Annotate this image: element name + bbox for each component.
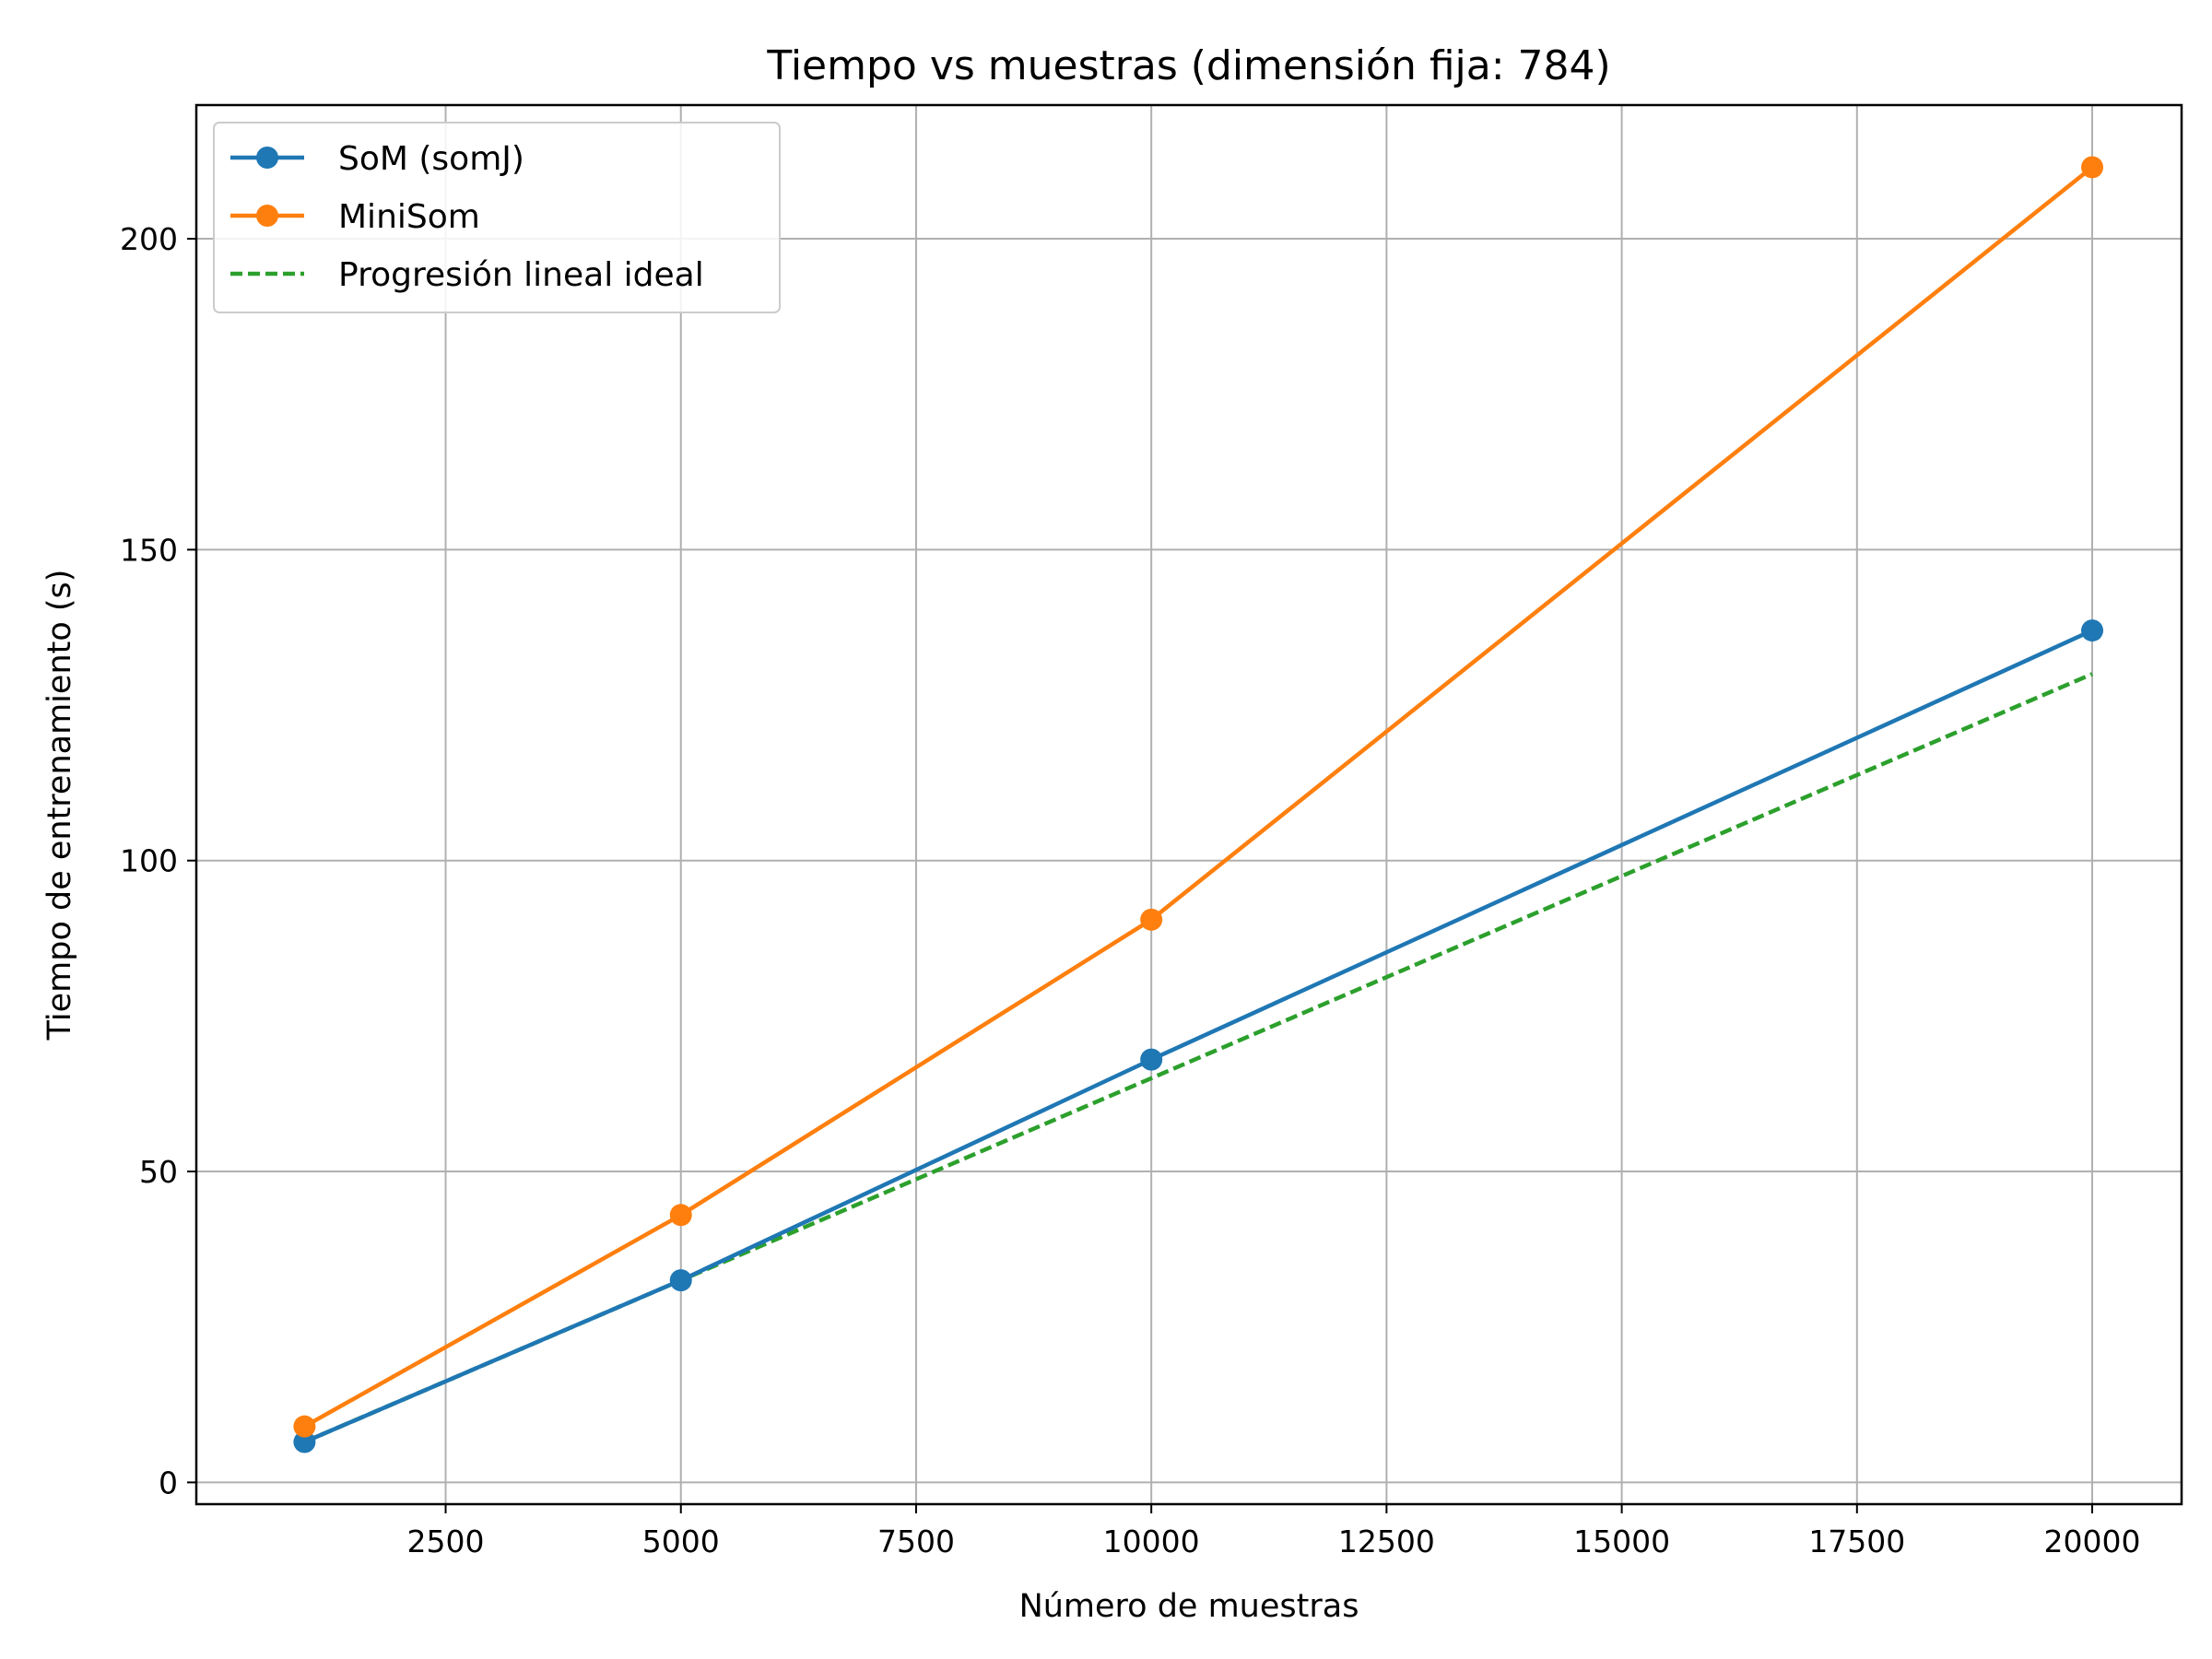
legend-marker [256, 205, 278, 227]
series-line [303, 629, 2093, 1444]
data-point [2081, 619, 2104, 642]
x-tick-label: 20000 [2044, 1524, 2141, 1559]
legend-label: MiniSom [338, 198, 480, 236]
x-tick-label: 5000 [642, 1524, 720, 1559]
x-tick-label: 17500 [1808, 1524, 1905, 1559]
data-point [1140, 908, 1163, 931]
plot-frame [194, 103, 2183, 1506]
legend: SoM (somJ) MiniSom Progresión lineal ideal [213, 122, 781, 313]
x-tick-label: 15000 [1573, 1524, 1670, 1559]
x-tick-label: 2500 [407, 1524, 485, 1559]
data-point [669, 1269, 692, 1292]
series-line [303, 672, 2093, 1444]
data-point [293, 1430, 316, 1453]
x-tick-label: 10000 [1103, 1524, 1200, 1559]
y-tick-label: 0 [159, 1465, 178, 1500]
legend-label: SoM (somJ) [338, 140, 524, 178]
y-tick-label: 100 [120, 843, 178, 879]
ticks: 2500 5000 7500 10000 12500 15000 17500 20000 0 50… [120, 221, 2141, 1559]
x-tick-label: 12500 [1338, 1524, 1435, 1559]
data-point [1140, 1048, 1163, 1071]
grid [196, 105, 2182, 1504]
x-axis-label: Número de muestras [1019, 1588, 1359, 1625]
legend-label: Progresión lineal ideal [338, 256, 704, 294]
data-point [293, 1415, 316, 1438]
y-axis-label: Tiempo de entrenamiento (s) [41, 570, 78, 1041]
y-tick-label: 150 [120, 532, 178, 568]
series-group [293, 156, 2104, 1453]
series-line [303, 165, 2094, 1429]
x-tick-label: 7500 [877, 1524, 955, 1559]
legend-marker [256, 147, 278, 169]
legend-frame [213, 122, 781, 313]
chart-title: Tiempo vs muestras (dimensión fija: 784) [766, 42, 1610, 89]
y-tick-label: 200 [120, 221, 178, 257]
data-point [669, 1204, 692, 1227]
y-tick-label: 50 [139, 1154, 178, 1190]
data-point [2081, 156, 2104, 179]
